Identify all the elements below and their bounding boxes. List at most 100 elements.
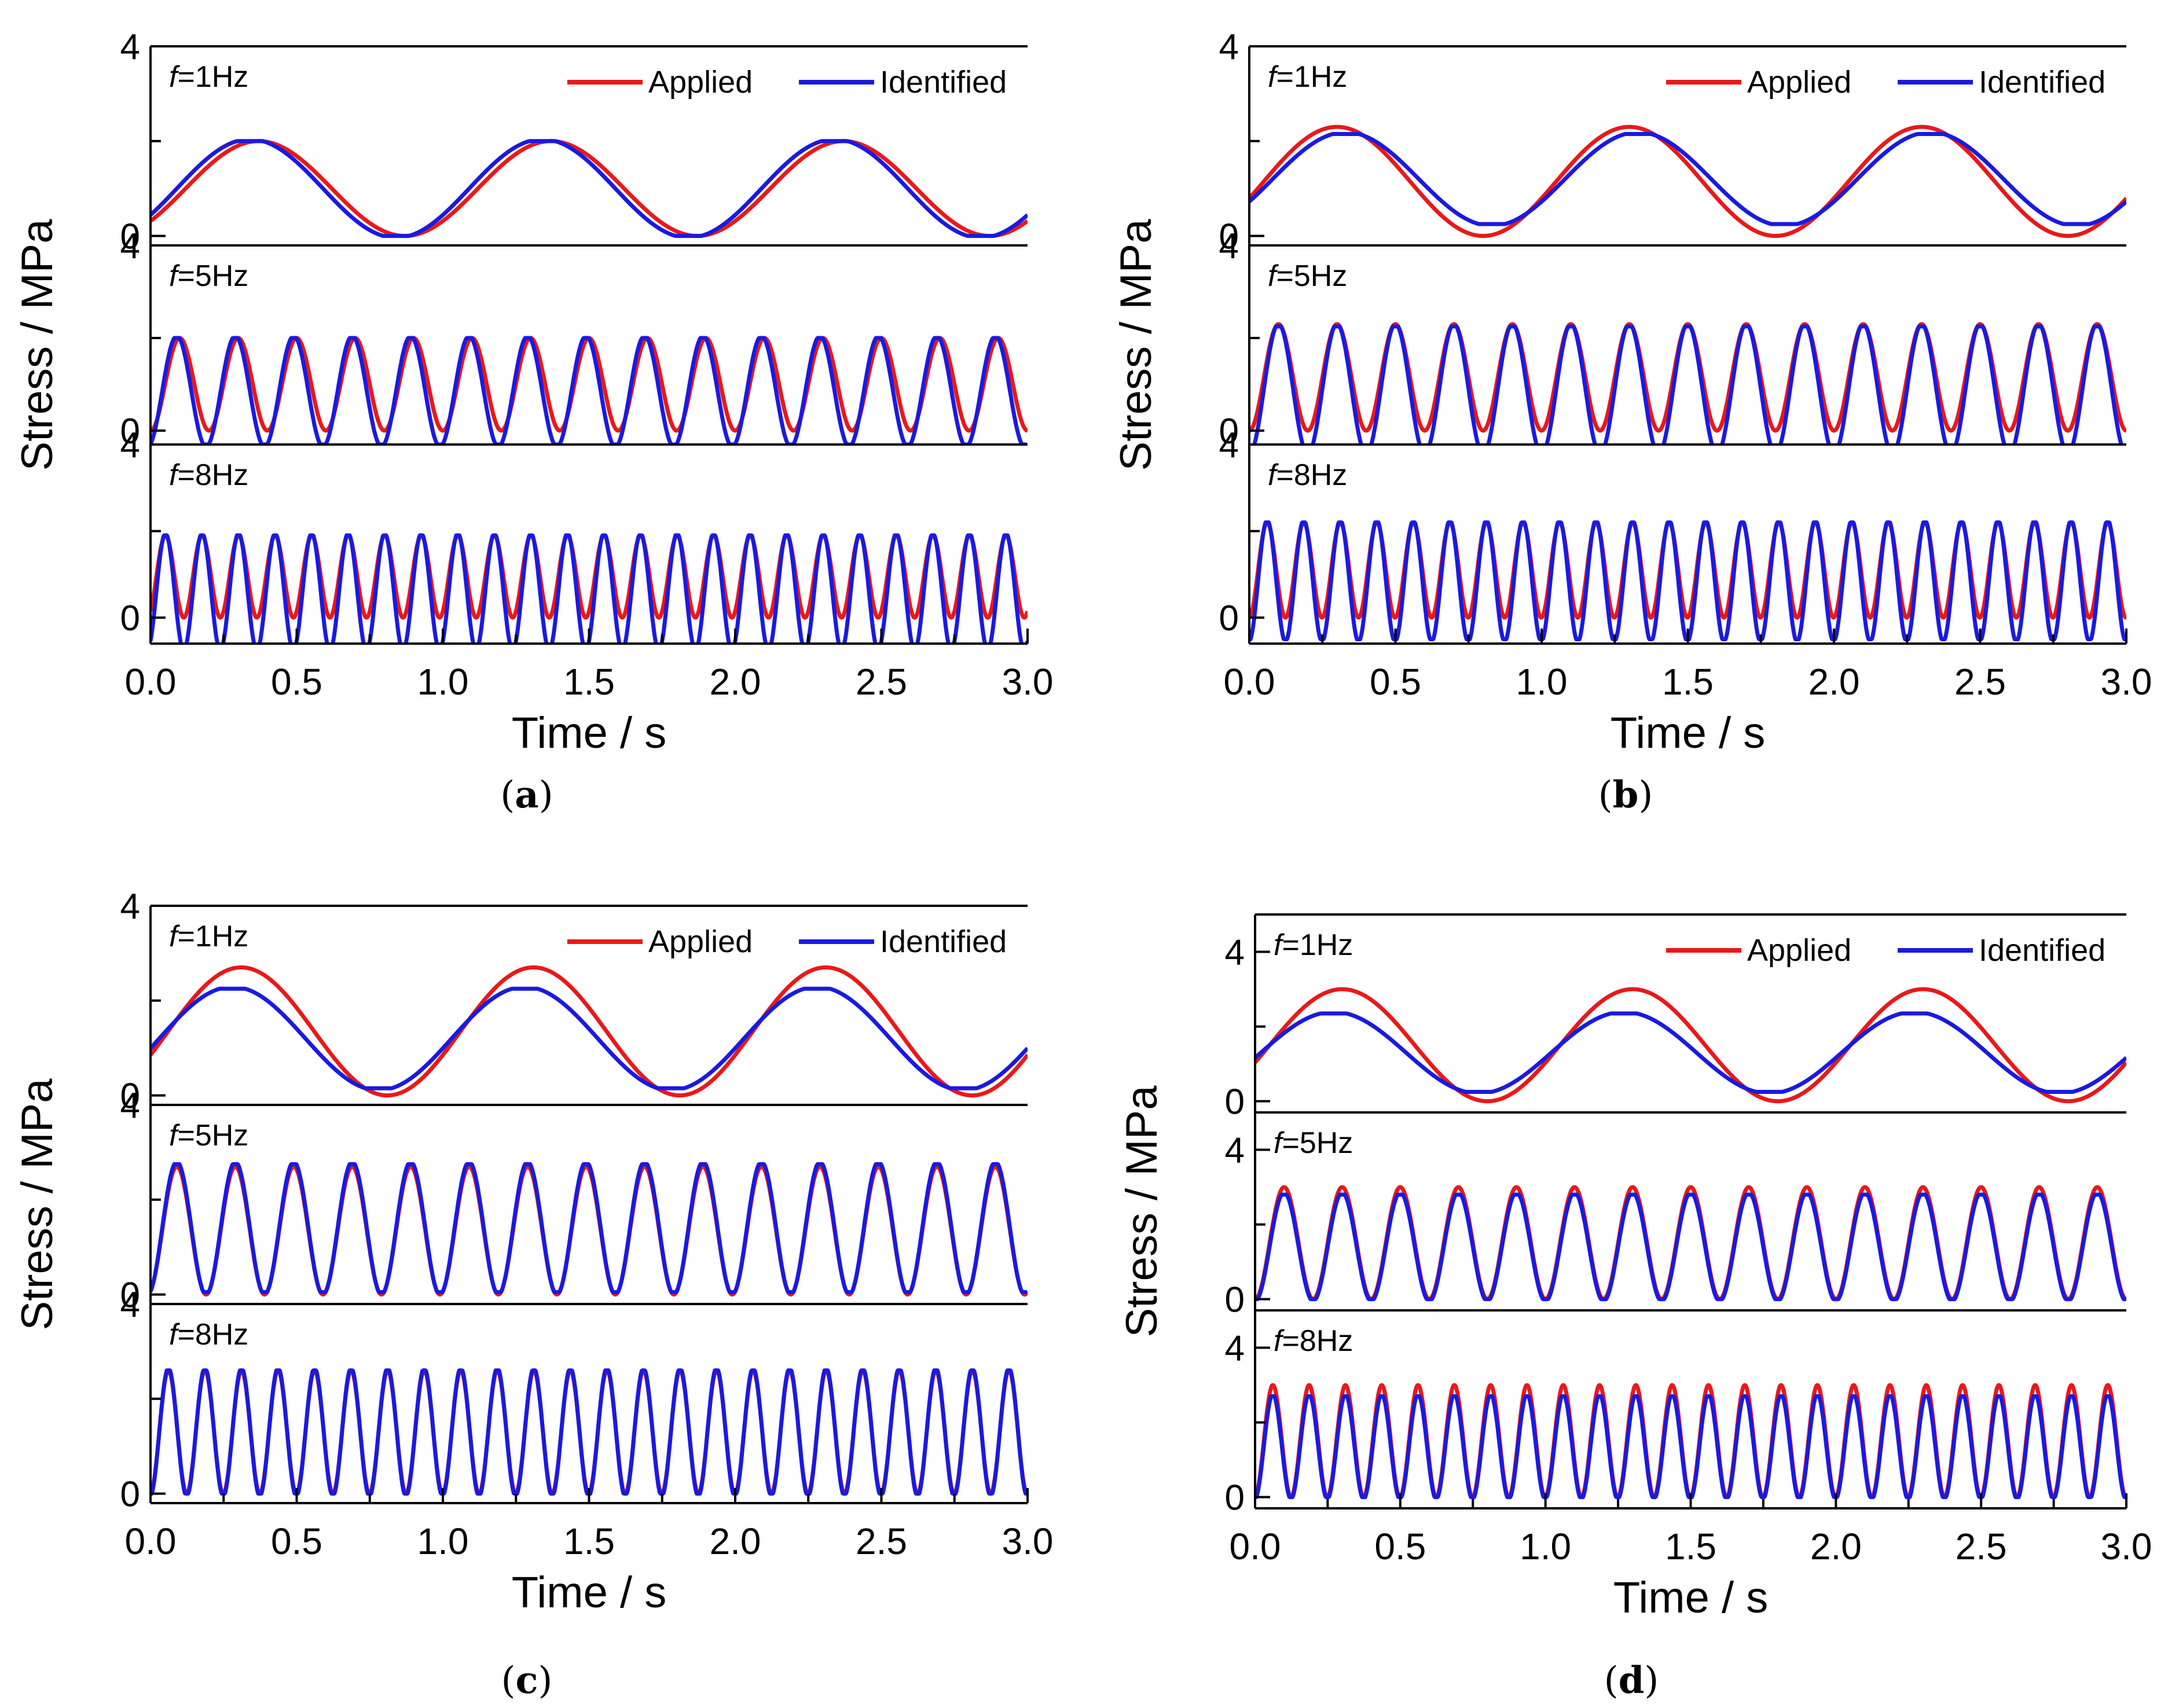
subplot-1hz: 0 4 f=1Hz Applied Identified: [120, 27, 1028, 257]
panel-c: 04f=1Hz Applied Identified04f=5Hz04f=8Hz0.…: [13, 887, 1053, 1702]
y-tick-label: 0: [1219, 217, 1239, 257]
legend-label-identified: Identified: [1979, 933, 2105, 968]
series-line-identified: [151, 336, 1028, 445]
series-group: [1249, 520, 2126, 641]
y-axis-title: Stress / MPa: [1111, 219, 1161, 471]
y-tick-label: 0: [1219, 412, 1239, 451]
y-axis-title: Stress / MPa: [1117, 1085, 1166, 1338]
freq-label: f=8Hz: [169, 1318, 248, 1351]
series-group: [1249, 124, 2126, 238]
y-axis-title: Stress / MPa: [13, 219, 62, 471]
y-tick-label: 0: [120, 412, 140, 451]
x-tick-label: 1.0: [417, 661, 469, 703]
x-tick-label: 0.5: [1370, 661, 1421, 703]
legend: Applied Identified: [567, 65, 1007, 100]
x-tick-label: 2.5: [856, 1520, 907, 1562]
series-group: [151, 336, 1028, 445]
y-tick-label: 0: [1225, 1082, 1245, 1122]
x-tick-label: 3.0: [1002, 661, 1054, 703]
freq-label: f=8Hz: [169, 458, 248, 492]
x-tick-label: 3.0: [2101, 1526, 2152, 1567]
x-tick-label: 1.0: [417, 1520, 469, 1562]
subplot-8hz: 0 4 f=8Hz 0.0 0.5 1.0 1.5 2.0 2.5 3.0 Time / s: [120, 1285, 1054, 1617]
subplot-1hz: 0 4 f=1Hz Applied Identified: [120, 887, 1028, 1116]
freq-label: f=1Hz: [169, 920, 248, 953]
subplot-5hz: 0 4 f=5Hz: [1219, 226, 2126, 451]
x-tick-label: 3.0: [2101, 661, 2152, 703]
series-line-applied: [1249, 322, 2126, 433]
series-line-identified: [151, 1368, 1028, 1496]
x-tick-label: 1.5: [563, 661, 615, 703]
subplot-1hz: 0 4 f=1Hz Applied Identified: [1219, 27, 2126, 257]
x-tick-label: 0.5: [1374, 1526, 1426, 1567]
series-line-identified: [1249, 520, 2126, 641]
subplot-5hz: 0 4 f=5Hz: [120, 226, 1028, 451]
x-tick-label: 2.0: [710, 1520, 761, 1562]
legend: Applied Identified: [567, 924, 1007, 959]
legend-label-applied: Applied: [648, 924, 753, 959]
subplot-5hz: 0 4 f=5Hz: [120, 1086, 1028, 1316]
y-tick-label: 4: [1225, 1329, 1245, 1369]
series-line-applied: [1249, 124, 2126, 238]
series-line-identified: [151, 139, 1028, 238]
series-line-identified: [1252, 324, 2123, 445]
panel-caption: (d): [1604, 1659, 1659, 1702]
x-tick-label: 0.0: [1224, 661, 1275, 703]
legend: Applied Identified: [1666, 933, 2105, 968]
freq-label: f=1Hz: [169, 60, 248, 94]
series-line-identified: [151, 986, 1028, 1090]
panel-caption: (b): [1598, 773, 1653, 817]
x-tick-label: 2.5: [856, 661, 907, 703]
panel-caption: (a): [500, 773, 553, 817]
y-tick-label: 0: [1225, 1280, 1245, 1320]
freq-label: f=8Hz: [1268, 458, 1347, 492]
series-line-applied: [151, 533, 1028, 620]
y-tick-label: 0: [120, 217, 140, 257]
subplot-8hz: 0 4 f=8Hz 0.0 0.5 1.0 1.5 2.0 2.5 3.0 Time / s: [1225, 1309, 2152, 1622]
series-line-identified: [1255, 1394, 2126, 1500]
y-tick-label: 4: [1219, 27, 1239, 67]
freq-label: f=8Hz: [1274, 1324, 1353, 1358]
series-line-applied: [151, 965, 1028, 1098]
legend-label-identified: Identified: [880, 924, 1007, 959]
freq-label: f=1Hz: [1274, 928, 1353, 962]
x-tick-label: 0.0: [1230, 1526, 1281, 1567]
y-tick-label: 4: [1219, 226, 1239, 266]
x-tick-label: 1.5: [1665, 1526, 1716, 1567]
x-axis-title: Time / s: [512, 708, 666, 758]
x-tick-label: 3.0: [1002, 1520, 1054, 1562]
x-axis-title: Time / s: [1611, 708, 1765, 758]
y-tick-label: 4: [120, 1285, 140, 1325]
y-axis-title: Stress / MPa: [13, 1078, 62, 1331]
x-tick-label: 1.5: [563, 1520, 615, 1562]
x-tick-label: 1.5: [1662, 661, 1714, 703]
series-line-applied: [1249, 520, 2126, 620]
series-line-applied: [1255, 987, 2126, 1104]
series-line-applied: [151, 1165, 1028, 1297]
y-tick-label: 4: [120, 1086, 140, 1126]
x-tick-label: 0.5: [271, 1520, 322, 1562]
x-tick-label: 2.0: [1810, 1526, 1862, 1567]
freq-label: f=5Hz: [1274, 1126, 1353, 1160]
freq-label: f=1Hz: [1268, 60, 1347, 94]
series-group: [1249, 322, 2126, 445]
series-line-applied: [151, 139, 1028, 238]
legend: Applied Identified: [1666, 65, 2105, 100]
series-line-applied: [1255, 1185, 2126, 1302]
x-tick-label: 0.0: [125, 661, 177, 703]
legend-label-applied: Applied: [1747, 933, 1851, 968]
y-tick-label: 4: [1219, 425, 1239, 465]
panel-caption: (c): [501, 1659, 553, 1702]
panel-a: 04f=1Hz Applied Identified04f=5Hz04f=8Hz0.…: [13, 27, 1053, 817]
y-tick-label: 4: [120, 887, 140, 927]
x-axis-title: Time / s: [512, 1568, 666, 1617]
y-tick-label: 4: [120, 425, 140, 465]
x-tick-label: 2.0: [1809, 661, 1860, 703]
y-tick-label: 0: [120, 1077, 140, 1116]
x-tick-label: 0.5: [271, 661, 322, 703]
subplot-8hz: 0 4 f=8Hz 0.0 0.5 1.0 1.5 2.0 2.5 3.0 Time / s: [120, 425, 1054, 758]
legend-label-identified: Identified: [880, 65, 1007, 100]
series-line-identified: [1255, 1192, 2126, 1302]
series-group: [151, 139, 1028, 238]
x-tick-label: 2.5: [1954, 661, 2006, 703]
